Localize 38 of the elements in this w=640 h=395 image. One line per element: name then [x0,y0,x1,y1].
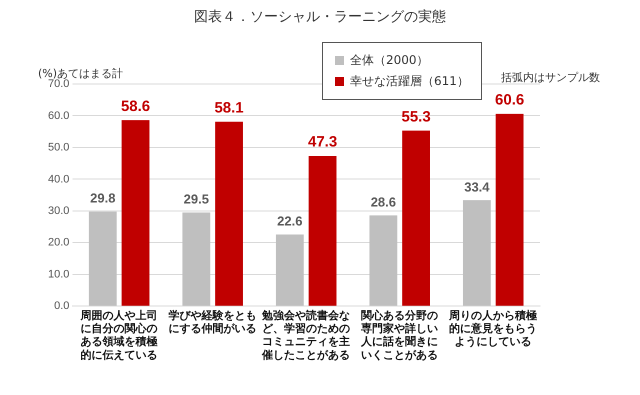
y-tick-label: 30.0 [48,205,70,218]
chart-title: 図表４．ソーシャル・ラーニングの実態 [193,8,447,26]
bar [215,122,243,306]
legend-label: 全体（2000） [349,52,430,69]
data-label: 60.6 [495,91,524,108]
bar [496,114,524,306]
x-tick-label: 関心ある分野の専門家や詳しい人に話を聞きにいくことがある [360,308,438,362]
data-label: 29.5 [184,192,209,207]
y-tick-label: 0.0 [54,300,70,312]
x-tick-label: 周りの人から積極的に意見をもらうようにしている [448,308,538,348]
y-axis-title: (%)あてはまる計 [38,66,124,80]
y-tick-label: 20.0 [48,236,70,249]
annotation: 括弧内はサンプル数 [501,70,600,85]
data-label: 28.6 [370,194,396,210]
bar [402,130,430,306]
y-tick-label: 10.0 [48,268,70,280]
y-tick-label: 50.0 [48,142,70,154]
y-tick-label: 70.0 [48,78,70,90]
data-label: 55.3 [401,108,431,126]
y-tick-label: 40.0 [48,173,70,186]
bar [182,212,210,306]
bar [308,156,336,306]
data-label: 58.6 [120,98,150,115]
data-label: 47.3 [308,134,338,151]
bar [122,120,150,306]
x-tick-label: 学びや経験をともにする仲間がいる [168,308,257,336]
bar [88,212,117,306]
data-label: 58.1 [214,99,244,116]
data-label: 33.4 [464,179,490,194]
bar [462,200,491,306]
bar [276,234,304,306]
data-label: 29.8 [90,190,116,206]
x-tick-label: 勉強会や読書会など、学習のためのコミュニティを主催したことがある [261,308,350,362]
x-tick-label: 周囲の人や上司に自分の関心のある領域を積極的に伝えている [80,308,158,362]
bar [369,215,398,306]
y-tick-label: 60.0 [48,110,70,122]
data-label: 22.6 [277,214,302,229]
legend-label: 幸せな活躍層（611） [349,73,469,90]
